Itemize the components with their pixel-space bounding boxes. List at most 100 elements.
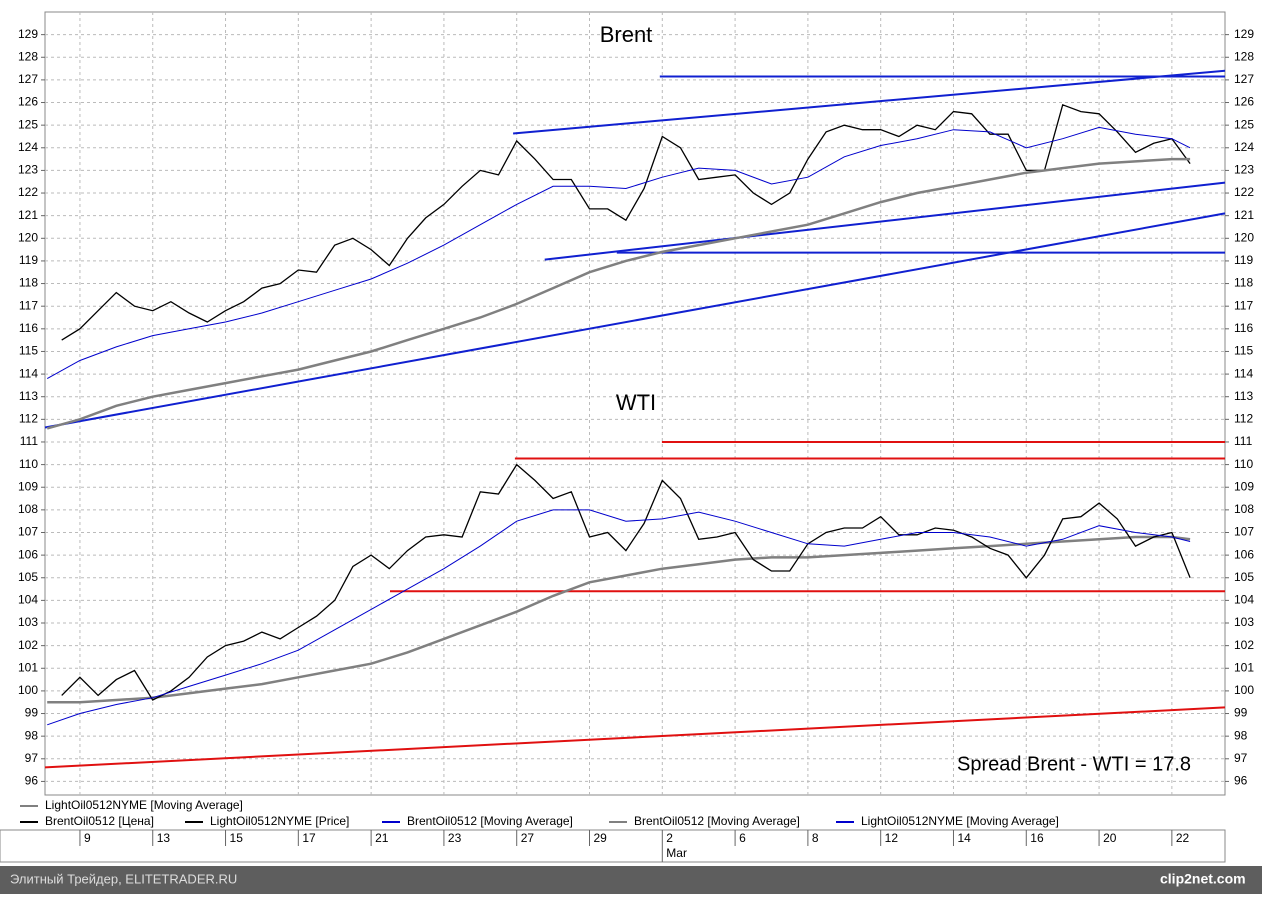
y-tick-label: 110 (19, 457, 38, 471)
legend-label: BrentOil0512 [Цена] (45, 814, 154, 828)
trend-line (513, 69, 1226, 135)
y-tick-label: 126 (18, 95, 38, 109)
annotation: Spread Brent - WTI = 17.8 (957, 753, 1191, 775)
y-tick-label: 100 (18, 683, 38, 697)
x-tick-label: 12 (885, 831, 899, 845)
y-tick-label: 98 (1234, 728, 1248, 742)
y-tick-label: 118 (1234, 276, 1253, 290)
y-tick-label: 125 (18, 117, 38, 131)
x-tick-label: 9 (84, 831, 91, 845)
y-tick-label: 128 (1234, 49, 1254, 63)
series-line (61, 463, 1191, 701)
y-tick-label: 109 (1234, 479, 1254, 493)
y-tick-label: 97 (1234, 751, 1248, 765)
y-tick-label: 121 (18, 208, 38, 222)
x-tick-label: 23 (448, 831, 462, 845)
y-tick-label: 105 (18, 570, 38, 584)
y-tick-label: 114 (1234, 366, 1253, 380)
y-tick-label: 112 (19, 412, 38, 426)
y-tick-label: 96 (1234, 774, 1248, 788)
legend-label: LightOil0512NYME [Moving Average] (861, 814, 1059, 828)
x-tick-label: 27 (521, 831, 535, 845)
x-tick-label: 14 (957, 831, 971, 845)
y-tick-label: 129 (18, 27, 38, 41)
x-tick-label: 29 (594, 831, 608, 845)
y-tick-label: 115 (19, 344, 38, 358)
y-tick-label: 119 (1234, 253, 1253, 267)
x-tick-label: 21 (375, 831, 389, 845)
y-tick-label: 98 (25, 728, 39, 742)
trend-line (544, 181, 1226, 261)
x-tick-label: 20 (1103, 831, 1117, 845)
y-tick-label: 109 (18, 479, 38, 493)
x-tick-label: 8 (812, 831, 819, 845)
legend-label: BrentOil0512 [Moving Average] (407, 814, 573, 828)
x-tick-label: 22 (1176, 831, 1190, 845)
y-tick-label: 125 (1234, 117, 1254, 131)
y-tick-label: 122 (18, 185, 38, 199)
y-tick-label: 115 (1234, 344, 1253, 358)
y-tick-label: 102 (18, 638, 38, 652)
series-line (61, 103, 1191, 341)
y-tick-label: 124 (18, 140, 38, 154)
trend-line (44, 212, 1226, 429)
x-tick-label: 16 (1030, 831, 1044, 845)
x-tick-label: 13 (157, 831, 171, 845)
series-line (47, 509, 1191, 726)
y-tick-label: 122 (1234, 185, 1254, 199)
x-tick-label: 17 (302, 831, 316, 845)
y-tick-label: 117 (1234, 298, 1253, 312)
y-tick-label: 110 (1234, 457, 1253, 471)
y-tick-label: 96 (25, 774, 39, 788)
legend-label: LightOil0512NYME [Price] (210, 814, 349, 828)
y-tick-label: 105 (1234, 570, 1254, 584)
y-tick-label: 119 (19, 253, 38, 267)
y-tick-label: 116 (1234, 321, 1253, 335)
y-tick-label: 123 (18, 163, 38, 177)
y-tick-label: 102 (1234, 638, 1254, 652)
plot-frame (44, 11, 1226, 796)
y-tick-label: 97 (25, 751, 39, 765)
legend-label: BrentOil0512 [Moving Average] (634, 814, 800, 828)
x-axis-strip (0, 829, 1226, 863)
series-line (46, 126, 1191, 380)
y-tick-label: 103 (1234, 615, 1254, 629)
y-tick-label: 116 (19, 321, 38, 335)
footer-source: Элитный Трейдер, ELITETRADER.RU (10, 871, 237, 886)
y-tick-label: 128 (18, 49, 38, 63)
y-tick-label: 127 (1234, 72, 1254, 86)
y-tick-label: 114 (19, 366, 38, 380)
y-tick-label: 129 (1234, 27, 1254, 41)
y-tick-label: 121 (1234, 208, 1254, 222)
y-tick-label: 111 (20, 434, 39, 448)
y-tick-label: 101 (18, 660, 38, 674)
y-tick-label: 101 (1234, 660, 1254, 674)
marks (44, 69, 1226, 769)
y-tick-label: 104 (1234, 593, 1254, 607)
y-tick-label: 106 (18, 547, 38, 561)
footer-bar (0, 866, 1262, 894)
y-tick-label: 124 (1234, 140, 1254, 154)
y-tick-label: 108 (1234, 502, 1254, 516)
y-tick-label: 126 (1234, 95, 1254, 109)
y-tick-label: 106 (1234, 547, 1254, 561)
y-tick-label: 120 (1234, 230, 1254, 244)
watermark: clip2net.com (1160, 871, 1246, 887)
annotation: Brent (600, 22, 653, 47)
trend-line (44, 706, 1226, 769)
x-tick-label: 15 (230, 831, 244, 845)
legend-label: LightOil0512NYME [Moving Average] (45, 798, 243, 812)
y-tick-label: 127 (18, 72, 38, 86)
y-tick-label: 113 (19, 389, 38, 403)
y-tick-label: 120 (18, 230, 38, 244)
x-tick-label: 2 (666, 831, 673, 845)
y-tick-label: 99 (1234, 706, 1248, 720)
series-line (47, 535, 1191, 704)
y-tick-label: 100 (1234, 683, 1254, 697)
y-tick-label: 123 (1234, 163, 1254, 177)
y-tick-label: 107 (18, 525, 38, 539)
y-tick-label: 117 (19, 298, 38, 312)
